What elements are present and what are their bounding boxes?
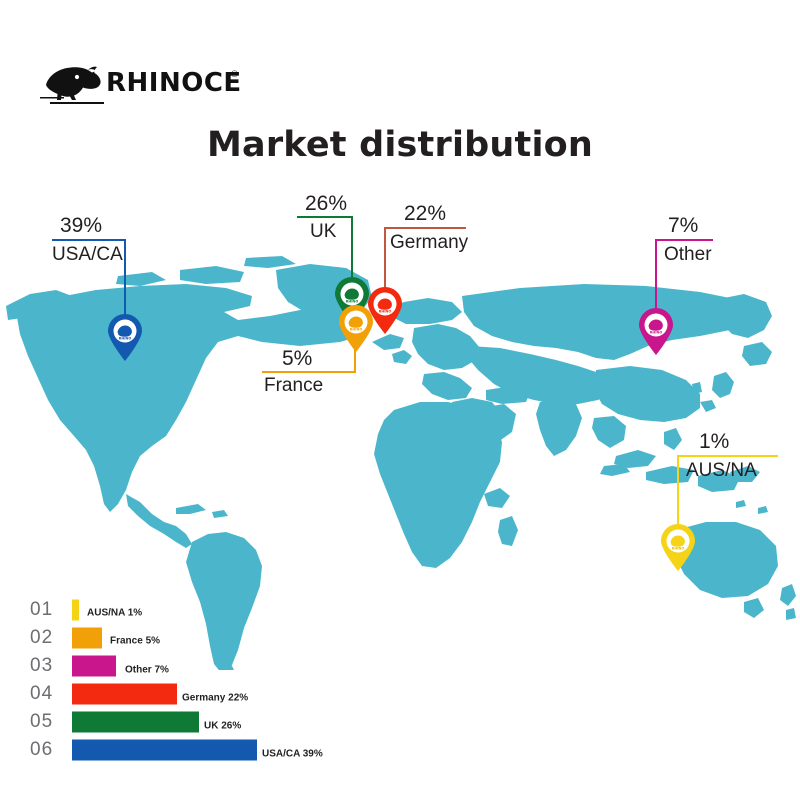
legend-row: 01 AUS/NA 1% [30,596,360,624]
legend-rank: 04 [30,683,54,704]
legend-row: 05 UK 26% [30,708,360,736]
svg-text:RHINO: RHINO [379,310,392,314]
rhinoceros-logo: RHINOCEROS ® [34,55,244,107]
legend-bar-uk [72,711,199,733]
legend-row: 02 France 5% [30,624,360,652]
legend-bar-chart: 01 AUS/NA 1% 02 France 5% 03 Other 7% 04… [30,596,360,764]
svg-text:RHINO: RHINO [672,547,685,551]
callout-percent-other: 7% [668,214,699,237]
svg-text:RHINO: RHINO [650,331,663,335]
legend-bar-germany [72,683,177,705]
leader-line-uk [297,216,353,281]
leader-line-usa-ca [52,239,126,318]
map-pin-france[interactable]: RHINO [337,305,375,353]
legend-rank: 01 [30,599,54,620]
legend-rank: 06 [30,739,54,760]
leader-line-aus-na [677,455,778,528]
svg-text:RHINO: RHINO [346,300,359,304]
legend-rank: 05 [30,711,54,732]
legend-rank: 02 [30,627,54,648]
leader-line-other [655,239,713,312]
legend-bar-other [72,655,116,677]
legend-bar-france [72,627,102,649]
callout-label-germany: Germany [390,232,469,253]
trademark-symbol: ® [230,70,239,80]
callout-label-other: Other [664,244,712,265]
legend-rank: 03 [30,655,54,676]
legend-label: USA/CA 39% [262,748,323,760]
callout-percent-france: 5% [282,347,313,370]
svg-text:RHINO: RHINO [350,328,363,332]
legend-label: Germany 22% [182,692,249,704]
legend-bar-usa-ca [72,739,257,761]
legend-label: UK 26% [204,720,242,732]
callout-label-aus-na: AUS/NA [686,460,757,481]
callout-label-france: France [264,375,324,396]
page-title: Market distribution [206,125,594,165]
callout-percent-aus-na: 1% [699,430,730,453]
svg-text:RHINO: RHINO [119,337,132,341]
callout-percent-germany: 22% [404,202,447,225]
legend-label: France 5% [110,635,161,647]
leader-line-germany [384,227,466,291]
callout-percent-uk: 26% [305,192,348,215]
map-pin-other[interactable]: RHINO [637,308,675,356]
legend-row: 03 Other 7% [30,652,360,680]
legend-label: AUS/NA 1% [87,607,143,619]
callout-percent-usa-ca: 39% [60,214,103,237]
legend-label: Other 7% [125,664,169,676]
map-pin-usa-ca[interactable]: RHINO [106,314,144,362]
brand-wordmark: RHINOCEROS [106,68,244,98]
map-pin-aus-na[interactable]: RHINO [659,524,697,572]
callout-label-uk: UK [310,221,337,242]
map-pin-germany[interactable]: RHINO [366,287,404,335]
legend-bar-aus-na [72,599,79,621]
legend-row: 06 USA/CA 39% [30,736,360,764]
callout-label-usa-ca: USA/CA [52,244,123,265]
legend-row: 04 Germany 22% [30,680,360,708]
